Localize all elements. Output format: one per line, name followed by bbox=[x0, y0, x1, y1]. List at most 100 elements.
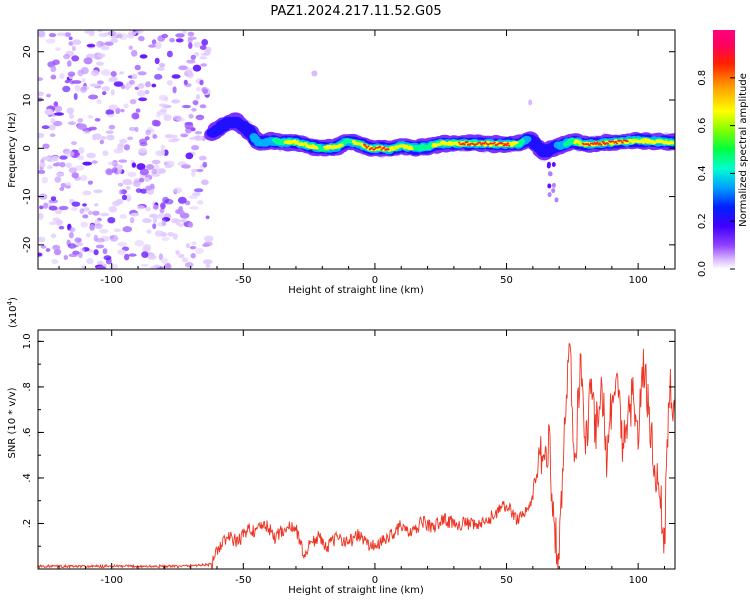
noise-blob bbox=[201, 39, 209, 46]
noise-blob bbox=[136, 90, 146, 97]
noise-blob bbox=[72, 39, 82, 45]
y-tick-label: 20 bbox=[22, 45, 33, 58]
noise-blob bbox=[137, 71, 147, 76]
noise-blob bbox=[52, 120, 63, 127]
noise-blob bbox=[171, 218, 177, 223]
ridge-segment bbox=[493, 141, 496, 144]
colorbar: 0.0 0.2 0.4 0.6 0.8 Normalized spectral ampl… bbox=[697, 30, 749, 277]
colorbar-gradient bbox=[713, 30, 735, 269]
noise-blob bbox=[69, 113, 74, 119]
ridge-segment bbox=[409, 147, 414, 151]
noise-blob bbox=[94, 118, 101, 122]
noise-blob bbox=[119, 71, 124, 75]
noise-blob bbox=[100, 69, 111, 76]
noise-blob bbox=[67, 121, 76, 126]
noise-blob bbox=[151, 168, 158, 175]
ridge-segment bbox=[340, 143, 344, 147]
noise-blob bbox=[108, 206, 118, 213]
noise-blob bbox=[59, 73, 65, 80]
noise-blob bbox=[49, 133, 56, 137]
noise-blob bbox=[146, 164, 154, 170]
noise-blob bbox=[83, 130, 91, 135]
noise-blob bbox=[145, 81, 151, 88]
noise-blob bbox=[131, 112, 140, 120]
noise-blob bbox=[191, 170, 196, 178]
noise-blob bbox=[104, 41, 114, 46]
noise-blob bbox=[181, 257, 189, 263]
noise-blob bbox=[70, 207, 78, 211]
noise-blob bbox=[71, 201, 81, 207]
noise-blob bbox=[175, 250, 180, 255]
noise-blob bbox=[147, 254, 157, 260]
noise-blob bbox=[202, 161, 208, 168]
noise-blob bbox=[51, 258, 59, 265]
noise-blob bbox=[156, 67, 165, 71]
ridge-segment bbox=[523, 136, 532, 143]
ridge-segment bbox=[463, 143, 466, 146]
noise-blob bbox=[107, 217, 116, 224]
noise-blob bbox=[191, 241, 197, 245]
noise-blob bbox=[181, 164, 191, 169]
snr-multiplier-base: (x10 bbox=[8, 305, 19, 328]
noise-blob bbox=[180, 133, 189, 138]
noise-blob bbox=[202, 88, 209, 94]
ridge-segment bbox=[367, 145, 370, 148]
noise-blob bbox=[169, 38, 175, 43]
noise-blob bbox=[129, 217, 135, 224]
noise-blob bbox=[95, 61, 105, 66]
noise-blob bbox=[191, 107, 197, 112]
ridge-segment bbox=[600, 143, 603, 146]
snr-line bbox=[38, 343, 675, 569]
noise-blob bbox=[50, 233, 57, 239]
noise-blob bbox=[151, 159, 161, 165]
ridge-segment bbox=[379, 146, 382, 148]
noise-blob bbox=[167, 232, 175, 237]
ridge-segment bbox=[619, 139, 623, 142]
noise-blob bbox=[182, 104, 191, 109]
noise-blob bbox=[82, 207, 90, 212]
noise-blob bbox=[173, 187, 183, 194]
noise-blob bbox=[189, 206, 200, 210]
ridge-segment bbox=[458, 141, 461, 144]
noise-blob bbox=[100, 212, 110, 217]
noise-blob bbox=[101, 86, 111, 92]
streak-blob bbox=[547, 183, 552, 189]
noise-blob bbox=[87, 115, 94, 119]
ridge-segment bbox=[598, 142, 602, 145]
noise-blob bbox=[154, 73, 163, 80]
noise-blob bbox=[130, 49, 138, 57]
noise-blob bbox=[77, 155, 85, 161]
noise-blob bbox=[58, 225, 65, 230]
noise-blob bbox=[179, 219, 188, 223]
noise-blob bbox=[160, 148, 166, 156]
noise-blob bbox=[38, 169, 46, 174]
noise-blob bbox=[64, 32, 71, 37]
noise-blob bbox=[128, 45, 133, 51]
noise-blob bbox=[138, 147, 148, 154]
noise-blob bbox=[154, 230, 164, 237]
noise-blob bbox=[125, 186, 131, 190]
noise-blob bbox=[74, 165, 85, 171]
noise-blob bbox=[93, 234, 99, 242]
noise-blob bbox=[97, 80, 104, 85]
ridge-segment bbox=[519, 138, 525, 144]
noise-blob bbox=[38, 30, 46, 38]
noise-blob bbox=[50, 196, 57, 202]
noise-blob bbox=[79, 248, 85, 252]
noise-blob bbox=[151, 39, 157, 45]
noise-blob bbox=[48, 199, 59, 204]
noise-blob bbox=[95, 244, 105, 249]
noise-blob bbox=[59, 186, 65, 191]
noise-blob bbox=[117, 249, 126, 255]
noise-blob bbox=[129, 79, 135, 85]
noise-blob bbox=[165, 134, 174, 139]
noise-blob bbox=[96, 40, 103, 48]
noise-blob bbox=[110, 38, 118, 43]
ridge-segment bbox=[373, 148, 376, 150]
noise-blob bbox=[45, 38, 56, 44]
noise-blob bbox=[50, 117, 56, 124]
noise-blob bbox=[185, 243, 190, 249]
snr-frame bbox=[37, 329, 676, 570]
noise-blob bbox=[46, 93, 51, 98]
noise-blob bbox=[182, 30, 187, 34]
